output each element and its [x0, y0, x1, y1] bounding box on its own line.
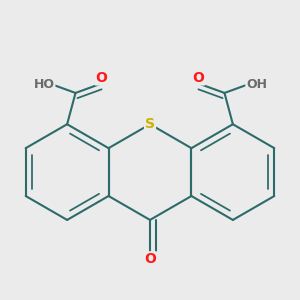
Text: O: O	[96, 70, 107, 85]
Text: S: S	[145, 117, 155, 131]
Text: OH: OH	[246, 78, 267, 91]
Text: O: O	[193, 70, 204, 85]
Text: O: O	[144, 252, 156, 266]
Text: HO: HO	[33, 78, 54, 91]
